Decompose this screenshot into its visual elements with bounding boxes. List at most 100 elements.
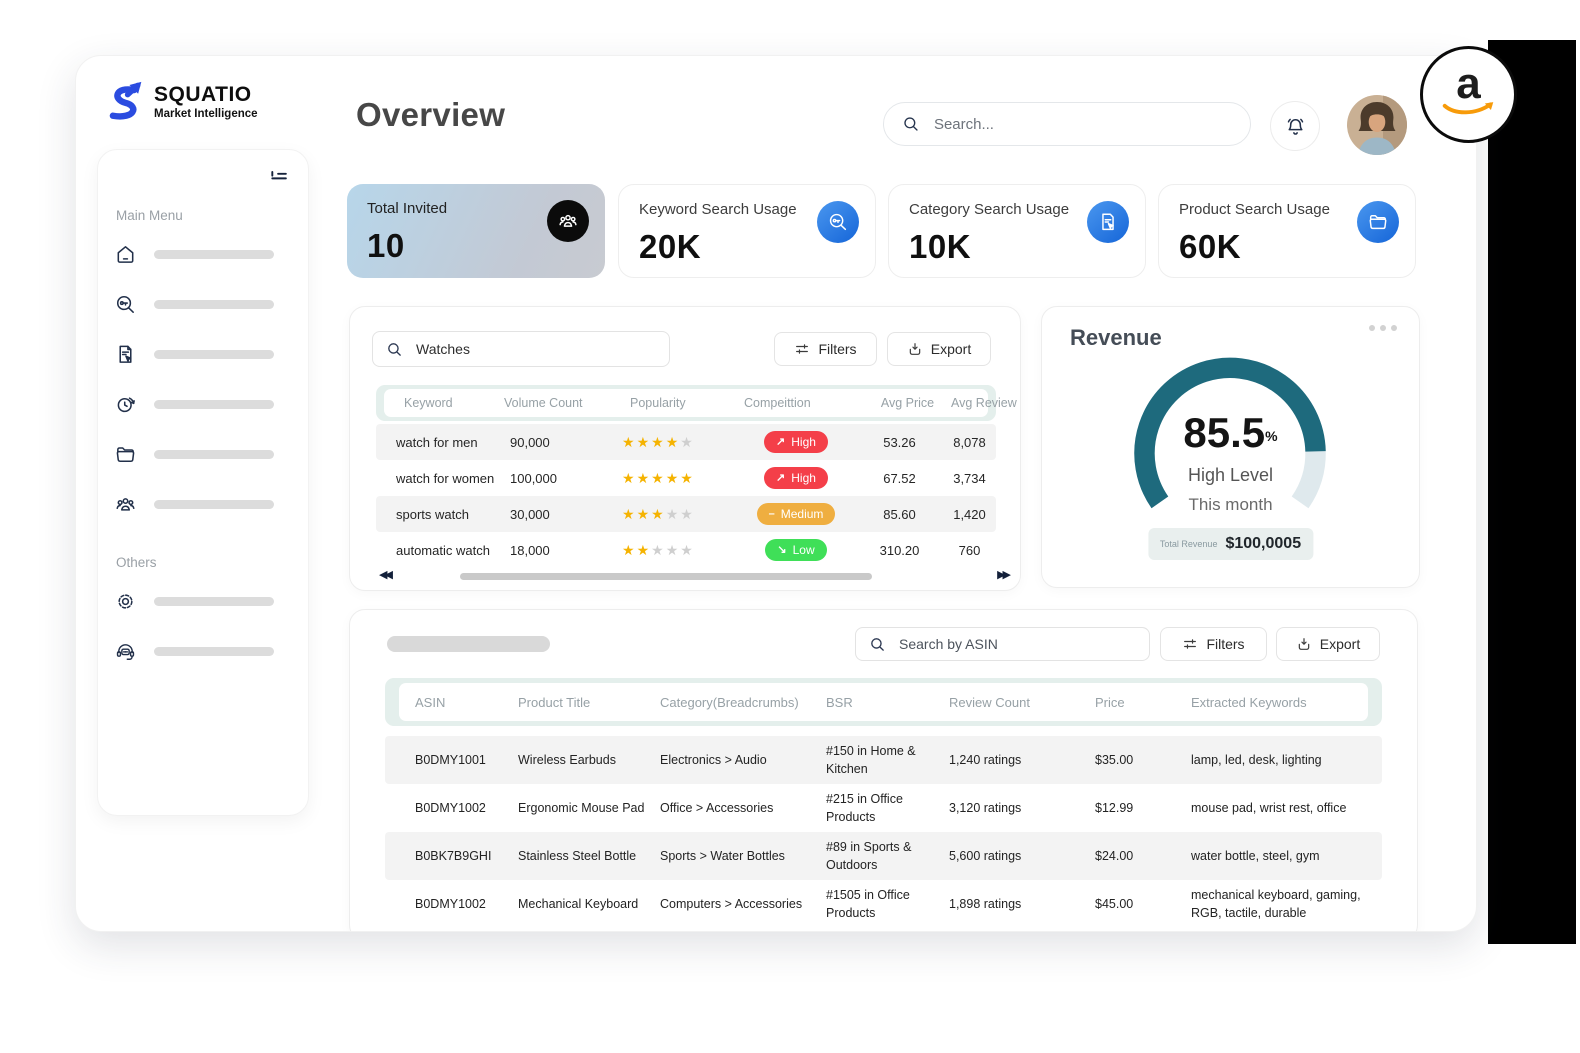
- keyword-table-row[interactable]: watch for men 90,000 ★★★★★ ↗ High 53.26 8…: [376, 424, 996, 460]
- sidebar-collapse-button[interactable]: [266, 164, 292, 190]
- column-header-category: Category(Breadcrumbs): [660, 694, 799, 710]
- cell-avg-review: 760: [958, 542, 981, 558]
- percent-sign: %: [1265, 428, 1278, 444]
- search-icon: [871, 637, 884, 651]
- sidebar-item-users[interactable]: [114, 479, 292, 529]
- keyword-search-input[interactable]: [414, 340, 656, 358]
- keyword-table-header: Keyword Volume Count Popularity Compeitt…: [384, 389, 1017, 417]
- category-search-icon: [119, 345, 132, 363]
- asin-table-panel: Filters Export ASIN Product Title Catego…: [349, 609, 1418, 931]
- cell-price: $24.00: [1095, 848, 1134, 863]
- sidebar-item-keyword-search[interactable]: [114, 279, 292, 329]
- cell-product-title: Stainless Steel Bottle: [518, 848, 637, 863]
- sidebar-item-support[interactable]: [114, 626, 292, 676]
- products-folder-icon: [116, 446, 135, 462]
- scroll-right-icon[interactable]: ▶▶: [997, 569, 1011, 581]
- stat-value: 10K: [909, 228, 972, 265]
- menu-label-placeholder: [154, 249, 274, 259]
- sidebar: Main Menu: [97, 149, 309, 816]
- cell-keyword: watch for men: [396, 434, 478, 450]
- keyword-table-row[interactable]: sports watch 30,000 ★★★★★ – Medium 85.60 …: [376, 496, 996, 532]
- asin-table-row[interactable]: B0DMY1002 Ergonomic Mouse Pad Office > A…: [385, 784, 1382, 832]
- cell-review-count: 1,898 ratings: [949, 896, 1022, 911]
- amazon-badge: a: [1420, 46, 1517, 143]
- more-options-icon[interactable]: [1369, 325, 1397, 331]
- sidebar-item-products[interactable]: [114, 429, 292, 479]
- cell-avg-review: 3,734: [953, 470, 986, 486]
- export-label: Export: [930, 341, 972, 357]
- menu-label-placeholder: [154, 299, 274, 309]
- global-search[interactable]: [883, 102, 1251, 146]
- squatio-logo-icon: [109, 81, 142, 120]
- folder-icon: [1357, 201, 1399, 243]
- asin-search-input[interactable]: [897, 635, 1136, 653]
- sidebar-item-category-search[interactable]: [114, 329, 292, 379]
- stat-label: Keyword Search Usage: [639, 201, 797, 218]
- amazon-smile-icon: [1442, 102, 1493, 115]
- cell-keyword: watch for women: [396, 470, 495, 486]
- stat-card-keyword-search-usage: Keyword Search Usage 20K: [618, 184, 876, 278]
- cell-review-count: 1,240 ratings: [949, 752, 1022, 767]
- trend-icon: ↘: [777, 543, 787, 556]
- cell-avg-review: 1,420: [953, 506, 986, 522]
- competition-label: High: [791, 435, 816, 449]
- column-header-asin: ASIN: [415, 694, 446, 710]
- cell-asin: B0DMY1002: [415, 800, 486, 815]
- asin-search-box[interactable]: [855, 627, 1150, 661]
- star-rating: ★★★★★: [622, 505, 695, 522]
- cell-bsr: #215 in Office Products: [826, 791, 903, 824]
- filters-button[interactable]: Filters: [774, 332, 877, 366]
- cell-volume: 30,000: [510, 506, 550, 522]
- competition-label: Medium: [780, 507, 824, 521]
- notifications-button[interactable]: [1270, 101, 1320, 151]
- export-button[interactable]: Export: [887, 332, 991, 366]
- total-revenue-pill: Total Revenue $100,0005: [1147, 528, 1314, 560]
- cell-asin: B0BK7B9GHI: [415, 848, 492, 863]
- brand-name: SQUATIO: [154, 83, 252, 106]
- keyword-search-box[interactable]: [372, 331, 670, 367]
- user-avatar[interactable]: [1347, 95, 1407, 155]
- asin-table-row[interactable]: B0DMY1001 Wireless Earbuds Electronics >…: [385, 736, 1382, 784]
- asin-table-row[interactable]: B0DMY1002 Mechanical Keyboard Computers …: [385, 880, 1382, 928]
- settings-icon: [118, 593, 133, 609]
- asin-table-row[interactable]: B0BK7B9GHI Stainless Steel Bottle Sports…: [385, 832, 1382, 880]
- stat-label: Category Search Usage: [909, 201, 1070, 218]
- keyword-search-icon: [817, 201, 859, 243]
- column-header-review-count: Review Count: [949, 694, 1030, 710]
- filters-button[interactable]: Filters: [1160, 627, 1267, 661]
- sidebar-item-home[interactable]: [114, 229, 292, 279]
- competition-badge: ↗ High: [764, 431, 828, 453]
- scroll-left-icon[interactable]: ◀◀: [379, 569, 393, 581]
- column-header-volume-count: Volume Count: [504, 396, 583, 410]
- app-window: SQUATIO Market Intelligence Main Menu: [75, 55, 1477, 932]
- trend-icon: –: [768, 507, 775, 520]
- total-revenue-label: Total Revenue: [1159, 539, 1218, 549]
- star-rating: ★★★★★: [622, 433, 695, 450]
- cell-review-count: 5,600 ratings: [949, 848, 1022, 863]
- filters-icon: [1184, 639, 1197, 649]
- revenue-percent: 85.5%: [1183, 409, 1278, 456]
- collapse-icon: [271, 170, 287, 180]
- horizontal-scrollbar[interactable]: [460, 573, 872, 580]
- brand-tagline: Market Intelligence: [154, 108, 258, 120]
- column-header-avg-review: Avg Review: [951, 396, 1017, 410]
- keyword-table-body: watch for men 90,000 ★★★★★ ↗ High 53.26 8…: [376, 424, 996, 568]
- cell-extracted-keywords: water bottle, steel, gym: [1191, 848, 1320, 863]
- export-icon: [1298, 638, 1310, 650]
- stat-card-category-search-usage: Category Search Usage 10K: [888, 184, 1146, 278]
- keyword-table-row[interactable]: automatic watch 18,000 ★★★★★ ↘ Low 310.20…: [376, 532, 996, 568]
- search-icon: [388, 342, 401, 356]
- history-icon: [117, 396, 135, 412]
- star-rating: ★★★★★: [622, 541, 695, 558]
- sidebar-item-history[interactable]: [114, 379, 292, 429]
- sidebar-item-settings[interactable]: [114, 576, 292, 626]
- export-icon: [909, 343, 921, 355]
- star-rating: ★★★★★: [622, 469, 695, 486]
- column-header-popularity: Popularity: [630, 396, 686, 410]
- competition-badge: ↘ Low: [765, 539, 827, 561]
- keyword-table-row[interactable]: watch for women 100,000 ★★★★★ ↗ High 67.5…: [376, 460, 996, 496]
- menu-label-placeholder: [154, 499, 274, 509]
- global-search-input[interactable]: [931, 114, 1232, 134]
- main-menu-label: Main Menu: [116, 208, 183, 223]
- export-button[interactable]: Export: [1276, 627, 1380, 661]
